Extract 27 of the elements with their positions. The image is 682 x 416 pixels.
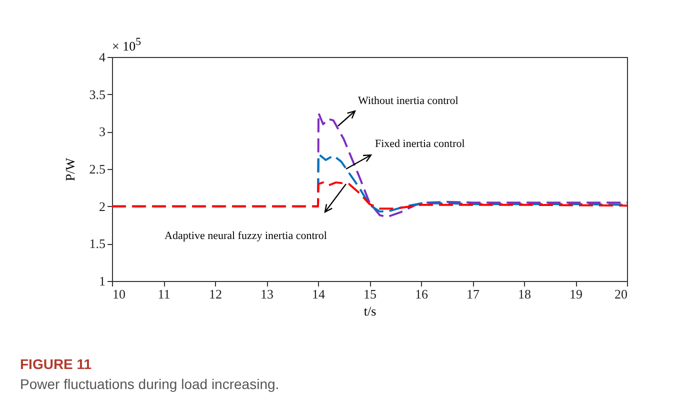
x-tick-label: 11 bbox=[158, 286, 170, 302]
x-tick-label: 10 bbox=[112, 286, 126, 302]
y-tick-label: 2.5 bbox=[89, 162, 106, 176]
y-tick-label: 3 bbox=[99, 124, 106, 140]
y-tick-label: 4 bbox=[99, 50, 106, 64]
y-tick-label: 1.5 bbox=[89, 236, 106, 252]
text: FIGURE 11 bbox=[20, 356, 93, 372]
y-tick-label: 3.5 bbox=[89, 86, 106, 102]
annotation: Without inertia control bbox=[358, 95, 458, 107]
x-tick-label: 17 bbox=[466, 286, 480, 302]
x-tick-label: 14 bbox=[312, 286, 326, 302]
text: Power fluctuations during load increasing. bbox=[20, 376, 280, 392]
annotation: Fixed inertia control bbox=[375, 138, 465, 150]
annotation: Adaptive neural fuzzy inertia control bbox=[164, 230, 327, 242]
x-tick-label: 16 bbox=[415, 286, 428, 302]
x-tick-label: 12 bbox=[209, 286, 222, 302]
line-series bbox=[112, 181, 627, 210]
x-tick-label: 13 bbox=[260, 286, 274, 302]
y-axis-title: P/W bbox=[62, 157, 78, 182]
y-tick-label: 1 bbox=[99, 274, 106, 288]
y-tick-label: 2 bbox=[99, 198, 106, 214]
x-tick-label: 19 bbox=[570, 286, 582, 302]
x-tick-label: 18 bbox=[518, 286, 531, 302]
text: × 10$^{5}$ bbox=[112, 36, 142, 54]
x-tick-label: 20 bbox=[614, 286, 628, 302]
x-tick-label: 15 bbox=[364, 286, 376, 302]
x-axis-title: t/s bbox=[364, 304, 376, 318]
